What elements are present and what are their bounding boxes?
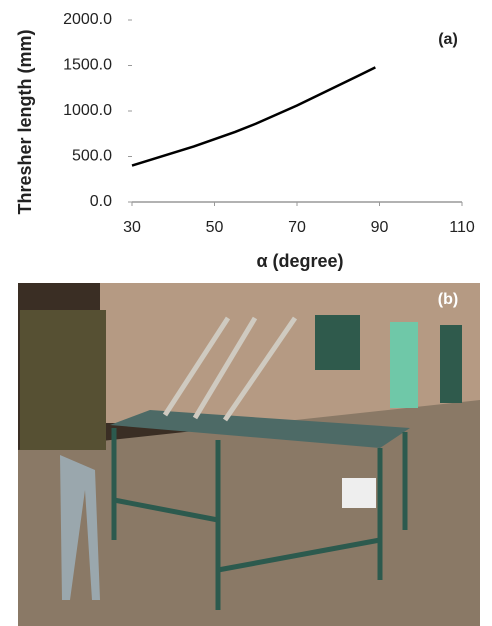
y-axis-title: Thresher length (mm) — [15, 29, 35, 214]
figure: α (degree) Thresher length (mm) (a) (b) … — [0, 0, 492, 626]
board — [20, 310, 106, 450]
page: α (degree) Thresher length (mm) (a) (b) … — [0, 0, 492, 626]
wall — [100, 283, 480, 423]
door — [440, 325, 462, 403]
x-axis-title: α (degree) — [256, 251, 343, 271]
y-tick-label: 1500.0 — [63, 57, 112, 74]
y-tick-label: 2000.0 — [63, 11, 112, 28]
window — [315, 315, 360, 370]
y-tick-label: 0.0 — [90, 193, 112, 210]
photo: (b) — [18, 283, 480, 626]
door — [390, 322, 418, 408]
y-tick-label: 500.0 — [72, 148, 112, 165]
x-tick-label: 110 — [449, 219, 475, 236]
x-tick-label: 50 — [206, 219, 224, 236]
data-line — [132, 67, 375, 165]
x-tick-label: 30 — [123, 219, 141, 236]
x-tick-label: 90 — [371, 219, 389, 236]
bucket — [342, 478, 376, 508]
y-tick-label: 1000.0 — [63, 102, 112, 119]
panel-label: (a) — [438, 31, 458, 48]
x-tick-label: 70 — [288, 219, 306, 236]
panel-label: (b) — [438, 291, 458, 308]
